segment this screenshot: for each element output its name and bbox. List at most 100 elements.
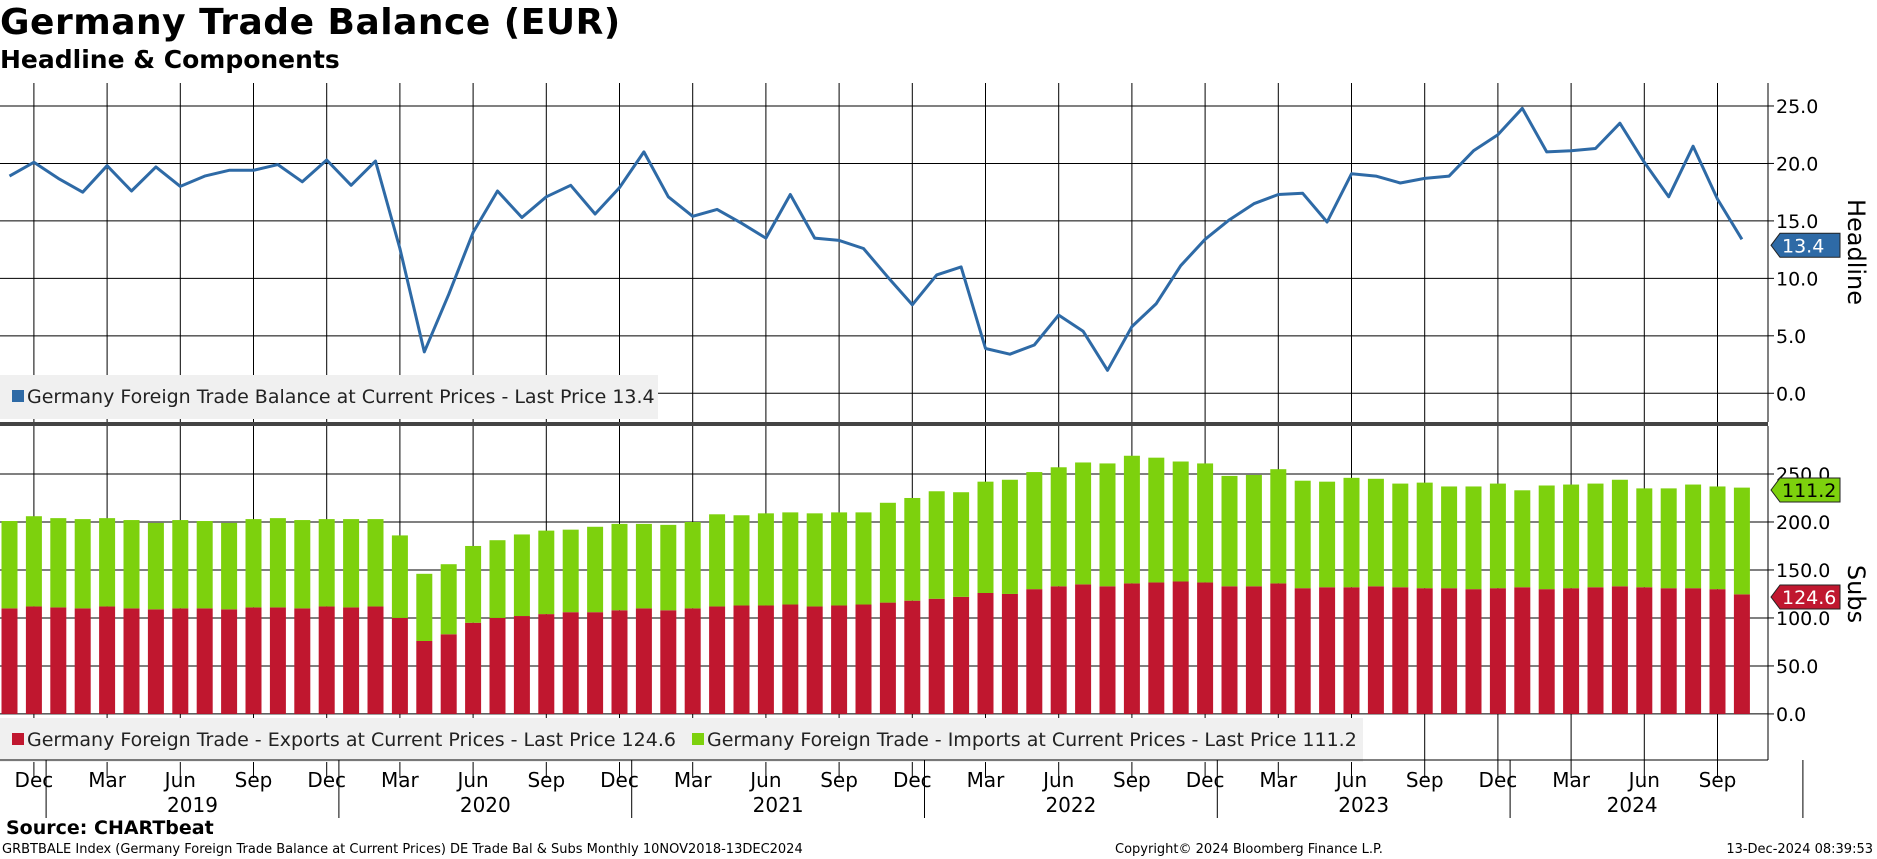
export-bar [25, 606, 42, 714]
export-bar [1514, 587, 1531, 714]
export-bar [318, 606, 335, 714]
import-bar [855, 512, 872, 605]
import-bar [831, 512, 848, 606]
import-bar [343, 519, 360, 608]
import-bar [1270, 469, 1287, 584]
export-bar [806, 606, 823, 714]
import-bar [538, 530, 555, 615]
exports-last-value-badge-shape [1770, 584, 1841, 610]
import-bar [1416, 482, 1433, 589]
import-bar [709, 514, 726, 607]
export-bar [1123, 583, 1140, 714]
x-month-label: Sep [1113, 768, 1151, 792]
import-bar [1587, 483, 1604, 588]
import-bar [1636, 488, 1653, 588]
x-year-label: 2021 [753, 793, 804, 817]
import-bar [1075, 462, 1092, 585]
axis-title-headline: Headline [1842, 199, 1870, 305]
import-bar [953, 492, 970, 597]
index-info: GRBTBALE Index (Germany Foreign Trade Ba… [2, 842, 803, 857]
y-tick-label-bottom: 0.0 [1776, 704, 1806, 726]
import-bar [221, 522, 238, 610]
x-month-label: Jun [163, 768, 196, 792]
export-bar [1075, 584, 1092, 714]
exports-last-value-badge: 124.6 [1770, 584, 1841, 610]
export-bar [343, 607, 360, 714]
x-month-label: Sep [1406, 768, 1444, 792]
import-bar [74, 519, 91, 609]
export-bar [1563, 588, 1580, 714]
x-month-label: Mar [1552, 768, 1591, 792]
subs-legend-label: Germany Foreign Trade - Exports at Curre… [27, 729, 676, 751]
timestamp: 13-Dec-2024 08:39:53 [1726, 842, 1873, 857]
import-bar [1001, 479, 1018, 594]
export-bar [904, 600, 921, 714]
import-bar [318, 519, 335, 607]
y-tick-label-top: 0.0 [1776, 383, 1806, 405]
import-bar [1660, 488, 1677, 589]
export-bar [1465, 589, 1482, 714]
import-bar [660, 524, 677, 611]
export-bar [123, 608, 140, 714]
export-bar [1441, 588, 1458, 714]
import-bar [1563, 484, 1580, 589]
y-tick-label-top: 25.0 [1776, 96, 1818, 118]
import-bar [489, 540, 506, 618]
import-bar [1197, 463, 1214, 583]
x-month-label: Dec [307, 768, 346, 792]
import-bar [391, 535, 408, 618]
headline-line [8, 106, 1744, 372]
import-bar [1489, 483, 1506, 589]
y-tick-label-bottom: 50.0 [1776, 656, 1818, 678]
export-bar [1, 608, 18, 714]
export-bar [1294, 588, 1311, 714]
headline-legend-bg [0, 375, 658, 419]
export-bar [538, 614, 555, 714]
export-bar [587, 612, 604, 714]
export-bar [74, 608, 91, 714]
x-month-label: Dec [600, 768, 639, 792]
export-bar [782, 604, 799, 714]
import-bar [1245, 474, 1262, 587]
export-bar [513, 616, 530, 714]
import-bar [269, 518, 286, 608]
export-bar [831, 605, 848, 714]
import-bar [367, 519, 384, 607]
x-month-label: Sep [1699, 768, 1737, 792]
y-tick-label-top: 5.0 [1776, 326, 1806, 348]
import-bar [635, 523, 652, 609]
exports-last-value-badge-text: 124.6 [1782, 587, 1836, 609]
export-bar [465, 622, 482, 714]
export-bar [196, 608, 213, 714]
import-bar [1319, 481, 1336, 588]
x-month-label: Sep [527, 768, 565, 792]
import-bar [1392, 483, 1409, 588]
x-month-label: Mar [381, 768, 420, 792]
import-bar [904, 497, 921, 601]
export-bar [1001, 593, 1018, 714]
import-bar [1441, 486, 1458, 589]
export-bar [269, 607, 286, 714]
y-tick-label-bottom: 100.0 [1776, 608, 1830, 630]
headline-legend: Germany Foreign Trade Balance at Current… [0, 375, 658, 419]
export-bar [757, 605, 774, 714]
import-bar [440, 564, 457, 635]
export-bar [245, 607, 262, 714]
export-bar [1221, 586, 1238, 714]
import-bar [1123, 455, 1140, 584]
x-month-label: Mar [1259, 768, 1298, 792]
export-bar [1245, 586, 1262, 714]
import-bar [1685, 484, 1702, 589]
export-bar [1416, 588, 1433, 714]
export-bar [1587, 587, 1604, 714]
x-month-label: Jun [455, 768, 488, 792]
copyright-text: Copyright© 2024 Bloomberg Finance L.P. [1115, 842, 1383, 857]
x-month-label: Mar [967, 768, 1006, 792]
import-bar [1465, 486, 1482, 590]
import-bar [1514, 490, 1531, 588]
import-bar [1099, 463, 1116, 587]
import-bar [245, 519, 262, 608]
y-tick-label-top: 10.0 [1776, 268, 1818, 290]
headline-last-value-badge: 13.4 [1770, 232, 1841, 258]
